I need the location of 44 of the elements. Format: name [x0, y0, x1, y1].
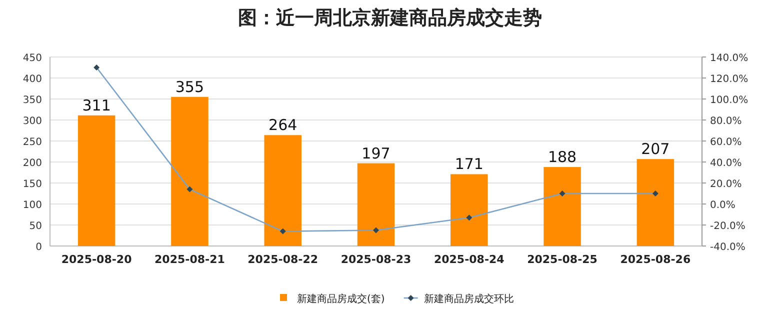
data-label: 355 [175, 78, 204, 96]
y-tick-label: 300 [22, 116, 42, 127]
bar [544, 167, 581, 246]
legend-label: 新建商品房成交环比 [424, 293, 514, 305]
y2-tick-label: 0.0% [710, 200, 736, 211]
x-tick-label: 2025-08-24 [434, 253, 505, 266]
y2-tick-label: 40.0% [710, 158, 742, 169]
y2-tick-label: -40.0% [710, 242, 746, 253]
legend-label: 新建商品房成交(套) [297, 293, 385, 305]
bar [357, 163, 395, 246]
bar [450, 174, 488, 246]
bar [78, 115, 116, 246]
data-label: 311 [82, 96, 111, 114]
y2-tick-label: -20.0% [710, 221, 746, 232]
bar [171, 96, 208, 246]
data-label: 197 [362, 144, 390, 162]
y-tick-label: 150 [22, 179, 42, 190]
y-tick-label: 50 [29, 221, 42, 232]
x-tick-label: 2025-08-23 [340, 253, 412, 266]
y-tick-label: 100 [22, 200, 42, 211]
y-tick-label: 450 [22, 53, 42, 64]
y-tick-label: 250 [22, 137, 42, 148]
bar [636, 159, 674, 246]
y2-tick-label: 100.0% [710, 95, 748, 106]
y-tick-label: 200 [22, 158, 42, 169]
bar [264, 135, 302, 246]
data-label: 188 [548, 148, 577, 166]
y2-tick-label: 60.0% [710, 137, 742, 148]
y2-tick-label: 20.0% [710, 179, 742, 190]
data-label: 264 [268, 116, 298, 134]
chart-title: 图：近一周北京新建商品房成交走势 [238, 7, 542, 29]
y-tick-label: 0 [36, 242, 42, 253]
x-tick-label: 2025-08-22 [248, 253, 318, 266]
x-tick-label: 2025-08-20 [61, 253, 132, 266]
x-tick-label: 2025-08-26 [620, 253, 691, 266]
y-tick-label: 350 [22, 95, 42, 106]
x-tick-label: 2025-08-21 [154, 253, 225, 266]
y-tick-label: 400 [22, 74, 42, 85]
y2-tick-label: 120.0% [710, 74, 748, 85]
data-label: 207 [641, 140, 670, 158]
data-label: 171 [454, 155, 484, 174]
y2-tick-label: 140.0% [710, 53, 748, 64]
x-tick-label: 2025-08-25 [527, 253, 598, 266]
y2-tick-label: 80.0% [710, 116, 742, 127]
